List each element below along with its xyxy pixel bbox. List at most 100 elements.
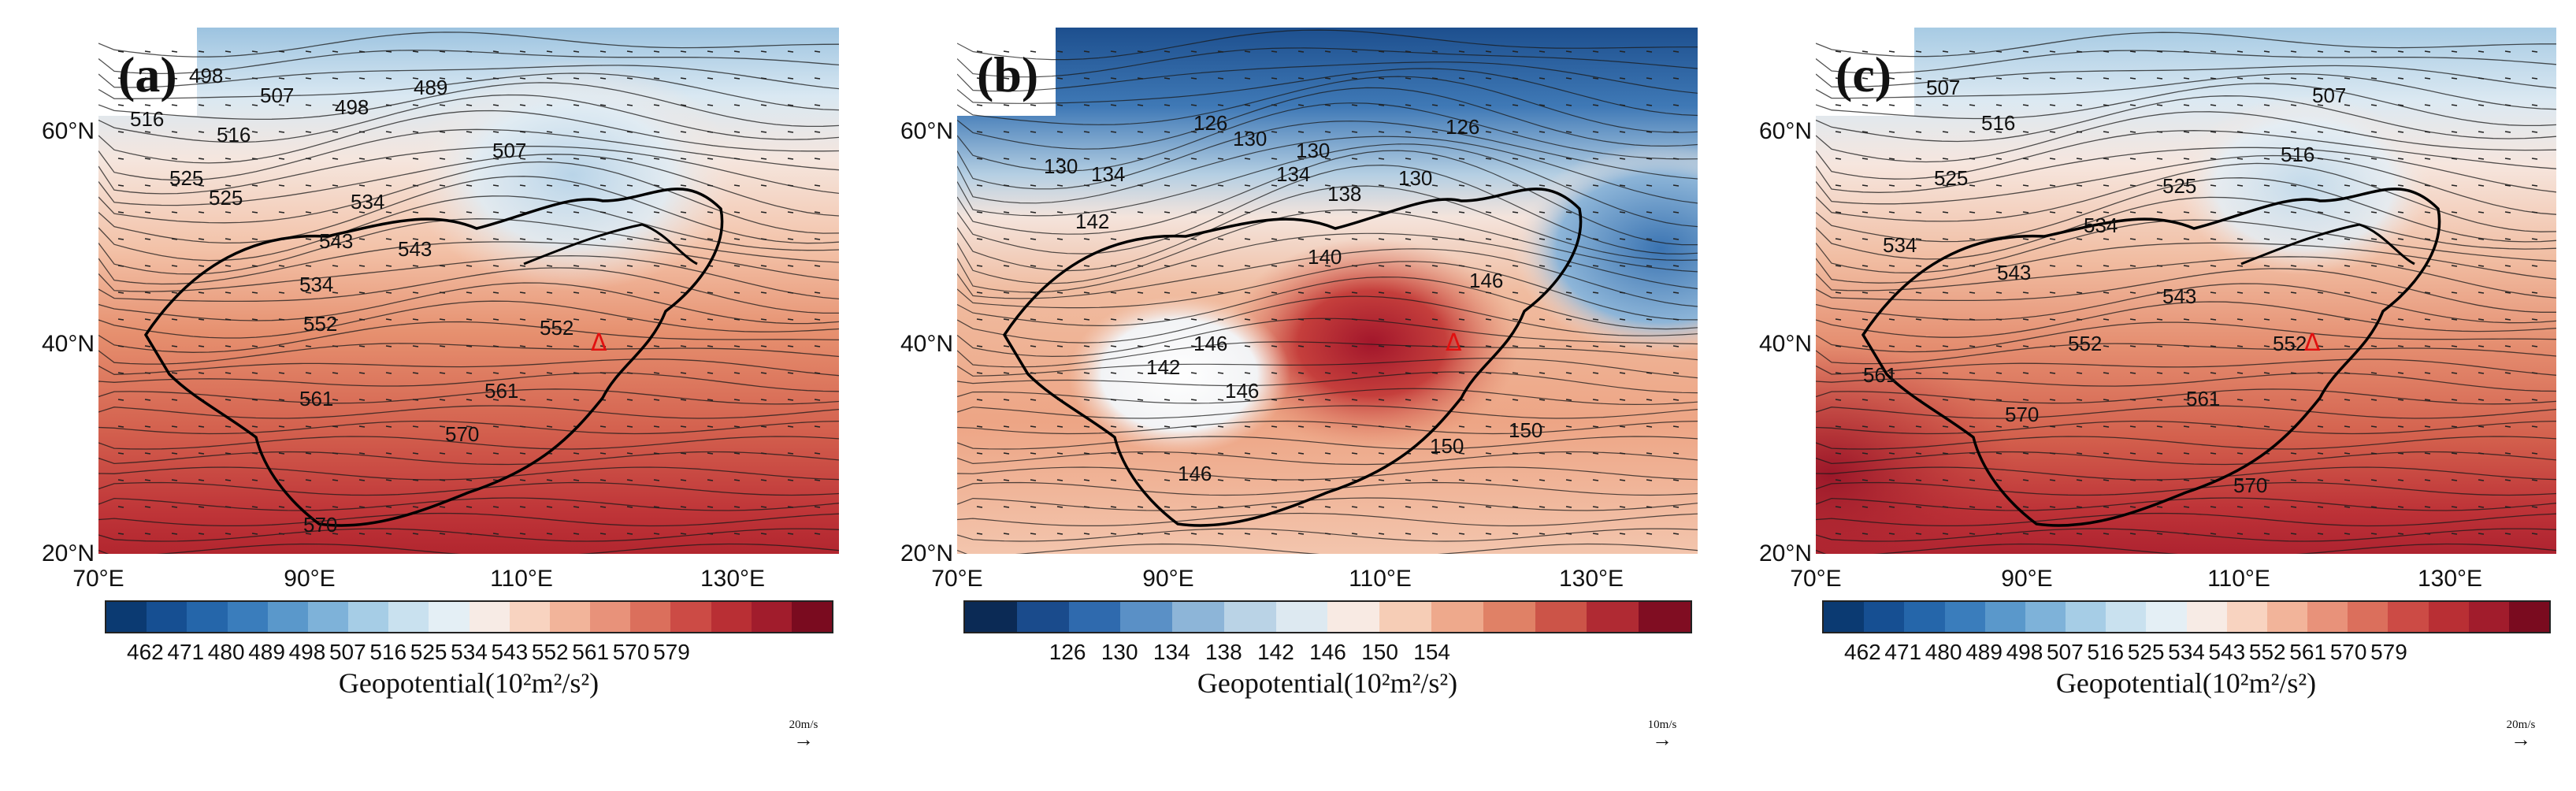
wind-vector <box>1431 345 1438 347</box>
wind-vector <box>492 158 499 160</box>
wind-vector <box>439 292 446 294</box>
lon-label-90e: 90°E <box>284 566 336 592</box>
wind-vector <box>680 399 687 401</box>
wind-vector <box>1056 211 1063 214</box>
wind-vector <box>1969 238 1976 240</box>
wind-vector <box>2049 533 2056 535</box>
wind-vector <box>2504 184 2511 187</box>
colorbar-cell <box>549 602 591 632</box>
wind-vector <box>2504 399 2511 401</box>
wind-vector <box>2236 479 2244 481</box>
streamline <box>98 405 839 419</box>
wind-vector <box>1405 345 1412 347</box>
wind-vector <box>680 452 687 455</box>
streamline <box>957 136 1698 204</box>
wind-vector <box>1565 533 1572 535</box>
wind-vector <box>358 533 366 535</box>
wind-vector <box>1915 77 1922 80</box>
wind-vector <box>680 184 687 187</box>
wind-vector <box>2129 452 2136 455</box>
wind-vector <box>2290 158 2297 160</box>
wind-vector <box>573 318 580 321</box>
wind-vector <box>2049 211 2056 214</box>
streamline <box>957 466 1698 481</box>
streamline <box>957 276 1698 330</box>
wind-vector <box>358 479 366 481</box>
colorbar-cell <box>2508 602 2550 632</box>
wind-vector <box>1110 425 1117 428</box>
wind-vector <box>2478 399 2485 401</box>
colorbar-cell <box>670 602 711 632</box>
contour-label: 552 <box>2068 332 2102 355</box>
wind-vector <box>1190 318 1197 321</box>
contour-label: 134 <box>1276 162 1310 186</box>
wind-vector <box>1297 425 1305 428</box>
contour-label: 570 <box>2005 403 2039 426</box>
colorbar-cell <box>147 602 187 632</box>
wind-vector <box>519 318 526 321</box>
wind-vector <box>733 158 741 160</box>
colorbar-tick-label: 489 <box>248 640 285 664</box>
wind-vector <box>2317 50 2324 53</box>
wind-vector <box>1271 238 1278 240</box>
wind-vector <box>1646 77 1653 80</box>
wind-vector <box>814 50 821 53</box>
wind-vector <box>1030 77 1037 80</box>
panel-label-c: (c) <box>1835 46 1892 102</box>
colorbar-cell <box>2266 602 2308 632</box>
wind-vector <box>278 452 285 455</box>
wind-vector <box>1431 452 1438 455</box>
wind-vector <box>546 77 553 80</box>
wind-vector <box>1592 50 1599 53</box>
wind-vector <box>2317 479 2324 481</box>
contour-label: 534 <box>351 190 384 214</box>
wind-vector <box>1003 104 1010 106</box>
wind-vector <box>2022 452 2029 455</box>
wind-vector <box>2183 211 2190 214</box>
wind-vector <box>412 238 419 240</box>
wind-vector <box>2451 479 2458 481</box>
wind-vector <box>117 479 124 481</box>
wind-vector <box>1539 77 1546 80</box>
wind-vector <box>439 184 446 187</box>
wind-vector <box>733 479 741 481</box>
wind-vector <box>305 50 312 53</box>
wind-vector <box>1244 533 1251 535</box>
colorbar-cell <box>1172 602 1224 632</box>
wind-vector <box>1003 211 1010 214</box>
wind-vector <box>1431 533 1438 535</box>
colorbar-tick-label: 471 <box>167 640 205 664</box>
wind-vector <box>1942 318 1949 321</box>
wind-vector <box>2317 425 2324 428</box>
wind-vector <box>2103 345 2110 347</box>
wind-vector <box>1244 104 1251 106</box>
wind-vector <box>1164 345 1171 347</box>
streamline <box>957 248 1698 307</box>
wind-vector <box>1405 104 1412 106</box>
mongolia-border-c <box>2240 223 2415 266</box>
wind-vector <box>519 345 526 347</box>
wind-vector <box>144 292 151 294</box>
wind-vector <box>251 399 258 401</box>
wind-vector <box>626 50 633 53</box>
wind-vector <box>2317 452 2324 455</box>
wind-vector <box>573 238 580 240</box>
colorbar-cell <box>965 602 1017 632</box>
wind-vector <box>2424 345 2431 347</box>
wind-vector <box>439 211 446 214</box>
wind-vector <box>707 425 714 428</box>
wind-vector <box>1164 77 1171 80</box>
wind-vector <box>2049 184 2056 187</box>
wind-vector <box>1592 345 1599 347</box>
wind-vector <box>1861 211 1869 214</box>
wind-vector <box>1137 292 1144 294</box>
wind-vector <box>626 345 633 347</box>
wind-vector <box>2129 104 2136 106</box>
streamline <box>957 68 1698 117</box>
wind-vector <box>117 399 124 401</box>
wind-vector <box>1485 345 1492 347</box>
wind-vector <box>2263 50 2270 53</box>
wind-vector <box>814 479 821 481</box>
wind-vector <box>976 425 983 428</box>
wind-vector <box>1592 292 1599 294</box>
